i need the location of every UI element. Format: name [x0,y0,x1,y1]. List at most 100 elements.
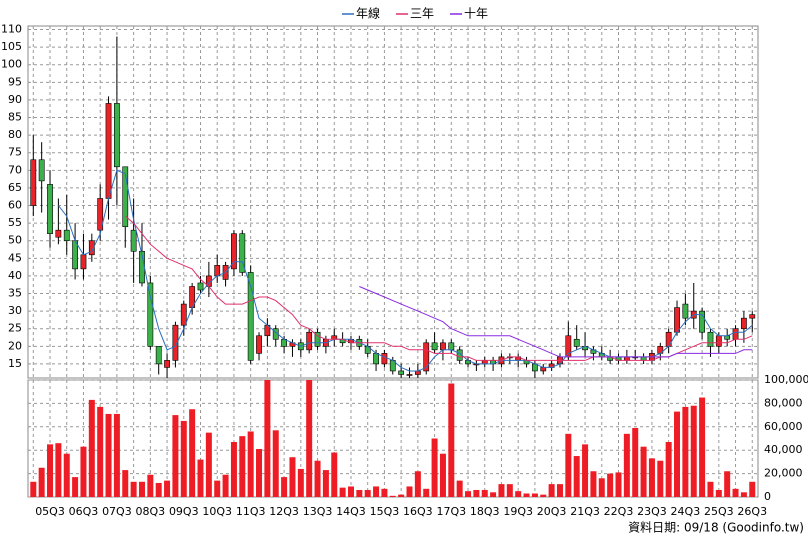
volume-bar [398,494,405,497]
volume-bar [406,486,413,497]
volume-bar [724,471,731,497]
candle-body [247,272,254,361]
candle-body [155,346,162,365]
candle-body [707,331,714,347]
candle-body [573,338,580,347]
y-tick-label: 75 [8,146,22,159]
volume-bar [515,491,522,497]
candle-body [640,356,647,361]
volume-bar [615,472,622,497]
candle-body [740,317,747,330]
x-tick-label: 06Q3 [69,505,99,518]
x-tick-label: 11Q3 [236,505,266,518]
candle-body [114,103,120,168]
volume-bar [498,484,505,497]
volume-bar [648,458,655,497]
candle-body [373,353,379,365]
candle-body [431,342,438,351]
x-tick-label: 19Q3 [503,505,533,518]
candle-body [481,360,488,365]
candle-body [97,198,104,231]
volume-bar [230,442,237,497]
candle-body [239,233,246,273]
y-tick-label: 65 [8,181,22,194]
volume-bar [113,413,120,497]
candle-body [172,324,179,361]
y-tick-label: 40 [8,269,22,282]
volume-bar [389,495,396,497]
volume-bar [481,489,488,497]
candle-body [30,159,37,206]
volume-bar [473,489,480,497]
volume-bar [657,460,664,497]
candle-body [231,233,237,270]
volume-bar [531,493,538,497]
y-tick-label: 20 [8,339,22,352]
x-tick-label: 12Q3 [269,505,299,518]
candle-body [682,303,689,319]
candle-body [398,370,405,375]
candle-body [38,159,45,182]
volume-bar [30,481,37,497]
volume-bar [381,488,388,497]
ma-line [359,286,753,358]
volume-bar [540,494,547,497]
candle-body [540,367,547,372]
volume-bar [465,491,472,497]
volume-bar [272,430,279,497]
volume-bar [289,457,296,497]
volume-bar [414,471,421,497]
volume-bar [607,473,614,497]
legend-label: 三年 [410,7,434,21]
candle-body [406,374,413,376]
volume-bar [632,427,639,497]
x-tick-label: 08Q3 [136,505,166,518]
candle-body [47,184,53,234]
volume-bar [297,468,304,497]
candle-body [331,335,338,340]
candle-body [130,229,137,252]
volume-bar [47,444,54,497]
candle-body [197,282,204,291]
y-tick-label: 70 [8,163,22,176]
y-tick-label: 55 [8,216,22,229]
y-tick-label: 105 [1,40,22,53]
volume-bar [339,487,346,497]
y-tick-label: 45 [8,251,22,264]
x-tick-label: 13Q3 [303,505,333,518]
x-tick-label: 24Q3 [671,505,701,518]
volume-bar [749,481,756,497]
y-tick-label: 110 [1,23,22,36]
x-tick-label: 25Q3 [704,505,734,518]
volume-bar [189,409,196,497]
price-frame [27,25,759,379]
volume-bar [640,446,647,497]
volume-bar [222,474,229,497]
candle-body [105,103,112,199]
volume-bar [138,481,145,497]
volume-bar [573,456,580,497]
y2-tick-label: 40,000 [764,443,803,456]
candle-body [122,166,129,227]
volume-bar [490,492,497,497]
volume-bar [523,493,530,497]
volume-bar [707,481,714,497]
volume-bar [130,481,137,497]
x-tick-label: 20Q3 [537,505,567,518]
volume-bar [306,380,313,497]
volume-bar [122,470,129,497]
candle-body [674,307,680,333]
volume-bar [172,415,179,497]
candle-body [80,254,87,270]
volume-bar [674,411,681,497]
y-tick-label: 85 [8,111,22,124]
candle-body [214,265,221,277]
y2-tick-label: 20,000 [764,467,803,480]
volume-bar [699,397,706,497]
volume-bar [732,488,739,497]
volume-bar [715,489,722,497]
x-tick-label: 05Q3 [35,505,65,518]
y-tick-label: 90 [8,93,22,106]
x-tick-label: 15Q3 [370,505,400,518]
